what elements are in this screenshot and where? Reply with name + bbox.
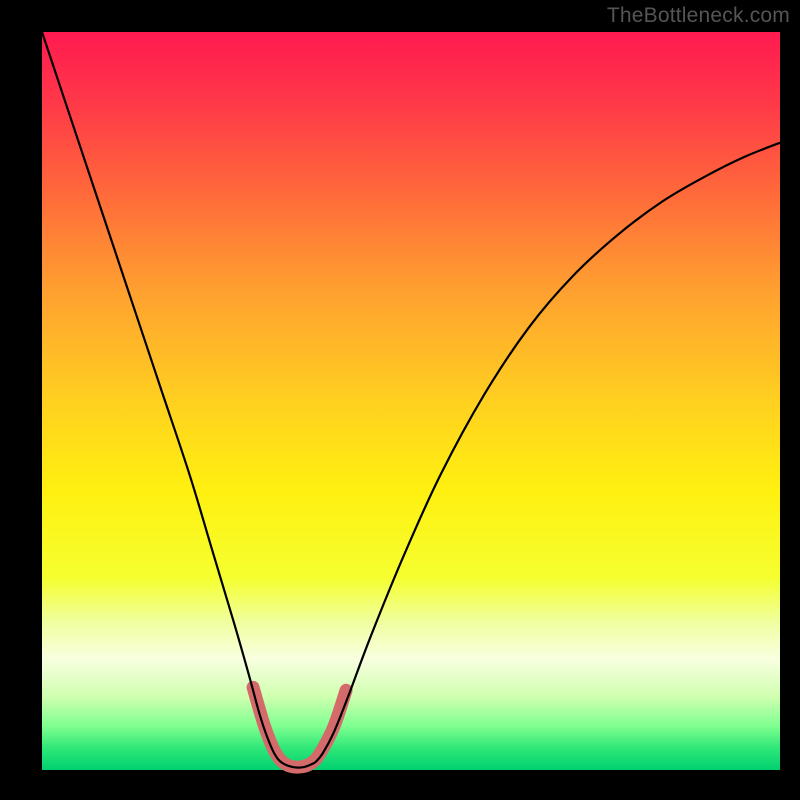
watermark-text: TheBottleneck.com bbox=[607, 4, 790, 28]
outer-frame bbox=[0, 0, 800, 800]
chart-svg bbox=[42, 32, 780, 770]
gradient-background bbox=[42, 32, 780, 770]
plot-area bbox=[42, 32, 780, 770]
